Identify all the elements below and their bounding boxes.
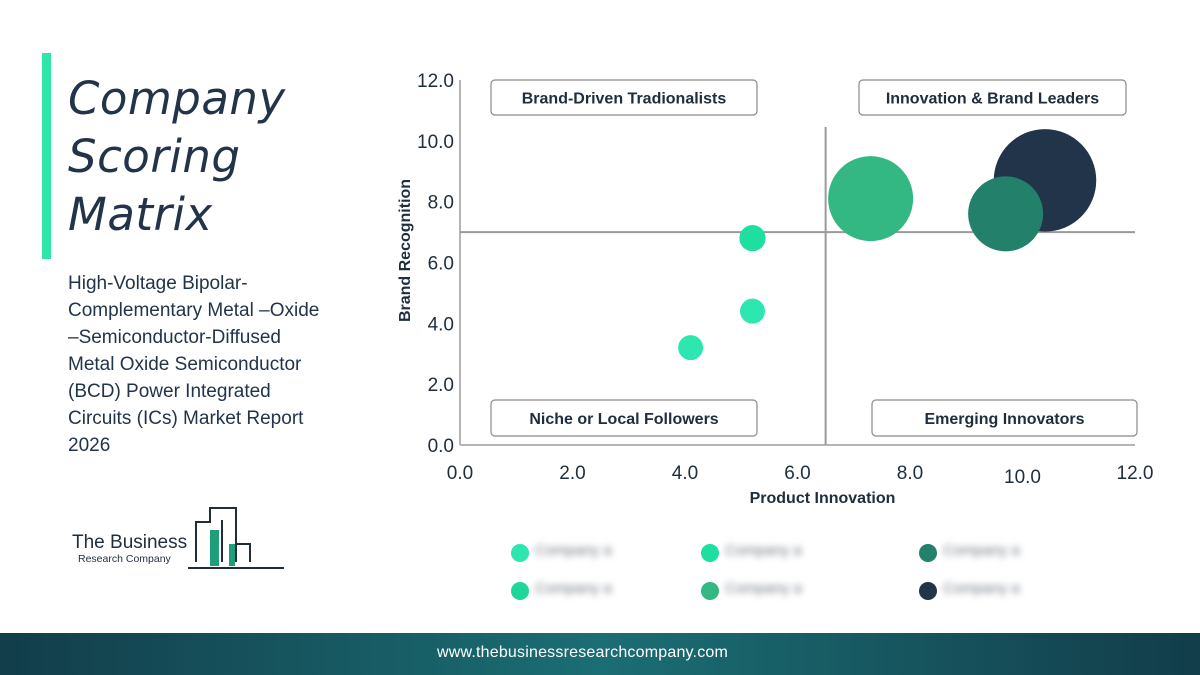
bubble-point — [740, 298, 765, 324]
y-tick-label: 10.0 — [417, 132, 454, 153]
y-axis-label: Brand Recognition — [397, 179, 414, 322]
legend-item: Company a — [913, 578, 1093, 602]
x-tick-label: 4.0 — [672, 463, 698, 484]
company-logo: The Business Research Company — [68, 500, 288, 575]
legend-label: Company a — [943, 580, 1020, 597]
legend-item: Company a — [695, 578, 875, 602]
legend-item: Company a — [505, 540, 685, 564]
x-tick-label: 6.0 — [784, 463, 810, 484]
bubble-point — [739, 225, 766, 252]
quadrant-label: Brand-Driven Tradionalists — [522, 91, 727, 108]
legend-item: Company a — [913, 540, 1093, 564]
bubble-point — [678, 335, 704, 361]
quadrant-label: Innovation & Brand Leaders — [886, 91, 1099, 108]
chart-legend: Company a Company a Company a Company a Comp… — [505, 540, 1065, 610]
scoring-matrix-chart: 0.0 2.0 4.0 6.0 8.0 10.0 12.0 0.0 2.0 4.0 6.0 8.0 10… — [397, 71, 1154, 507]
y-tick-label: 0.0 — [428, 436, 454, 457]
footer-url[interactable]: www.thebusinessresearchcompany.com — [436, 644, 729, 661]
legend-label: Company a — [535, 542, 612, 559]
x-tick-label: 10.0 — [1004, 467, 1041, 488]
legend-label: Company a — [943, 542, 1020, 559]
x-axis-label: Product Innovation — [750, 490, 896, 507]
quadrant-box — [490, 79, 758, 116]
x-tick-label: 0.0 — [447, 463, 473, 484]
page-title: Company Scoring Matrix — [68, 72, 286, 241]
bubble-point — [828, 156, 914, 242]
y-tick-label: 6.0 — [428, 254, 454, 275]
legend-label: Company a — [535, 580, 612, 597]
report-subtitle: High-Voltage Bipolar-Complementary Metal… — [68, 273, 320, 456]
y-tick-label: 2.0 — [428, 375, 454, 396]
quadrant-box — [490, 399, 758, 437]
accent-bar — [42, 53, 51, 259]
y-tick-label: 12.0 — [417, 71, 454, 92]
quadrant-box — [858, 79, 1127, 116]
x-tick-label: 12.0 — [1117, 463, 1154, 484]
x-tick-label: 8.0 — [897, 463, 923, 484]
legend-label: Company a — [725, 542, 802, 559]
legend-label: Company a — [725, 580, 802, 597]
y-tick-label: 4.0 — [428, 314, 454, 335]
x-tick-label: 2.0 — [559, 463, 585, 484]
y-tick-label: 8.0 — [428, 193, 454, 214]
legend-color-swatch — [701, 582, 719, 600]
footer-bar: www.thebusinessresearchcompany.com — [0, 633, 1200, 675]
legend-item: Company a — [505, 578, 685, 602]
quadrant-label: Emerging Innovators — [924, 411, 1084, 428]
logo-text-primary: The Business — [72, 532, 188, 553]
logo-buildings-icon — [188, 507, 284, 569]
bubble-point — [968, 176, 1044, 252]
legend-color-swatch — [701, 544, 719, 562]
legend-color-swatch — [511, 582, 529, 600]
legend-color-swatch — [919, 582, 937, 600]
legend-item: Company a — [695, 540, 875, 564]
quadrant-label: Niche or Local Followers — [529, 411, 718, 428]
logo-text-secondary: Research Company — [78, 553, 171, 565]
legend-color-swatch — [919, 544, 937, 562]
legend-color-swatch — [511, 544, 529, 562]
quadrant-box — [871, 399, 1138, 437]
